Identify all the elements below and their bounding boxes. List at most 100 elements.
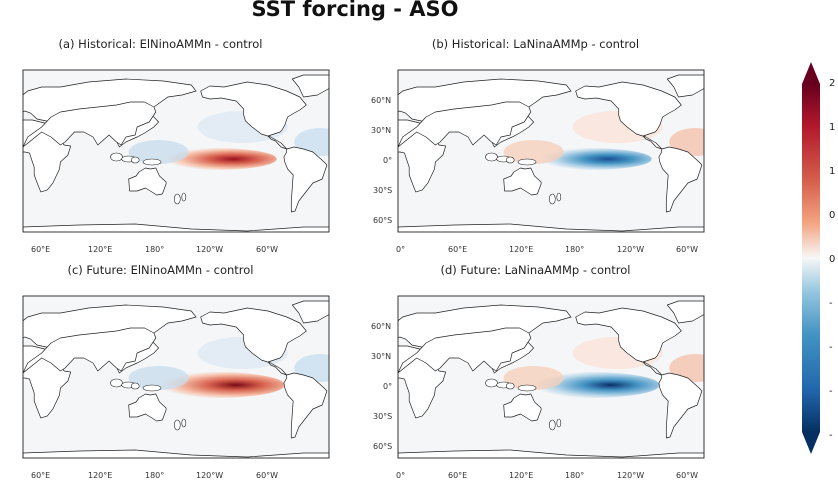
land-antarctica-edge [398,223,704,232]
colorbar-extend-max [802,62,820,84]
panel-a-map: 60°E 120°E 180° 120°W 60°W [0,69,330,254]
island-4 [173,193,181,205]
colorbar: 2 1 1 0 0 - - - - [802,62,835,454]
lon-tick-60E: 60°E [448,471,467,480]
island-3 [142,384,162,392]
island-3 [517,158,537,166]
colorbar-label-2: 1 [829,122,835,133]
lon-tick-180: 180° [565,245,584,254]
map-frame [22,69,330,233]
land-americas-south [658,372,703,439]
land-asia-east [23,101,157,148]
colorbar-gradient [802,84,820,432]
panel-a: (a) Historical: ElNinoAMMn - control 60°… [0,37,333,254]
lat-tick-60N: 60°N [371,322,391,331]
map-frame [22,295,330,459]
lon-tick-180: 180° [145,245,164,254]
land-antarctica-edge-wrap [23,452,24,458]
land-antarctica-edge-wrap [23,226,24,232]
land-greenland-wrap [0,75,4,97]
lon-tick-60W: 60°W [256,245,278,254]
colorbar-label-8: - [829,386,833,397]
lon-tick-120W: 120°W [196,245,223,254]
land-asia-east [23,327,157,374]
island-2 [130,382,140,390]
colorbar-label-5: 0 [829,254,835,265]
island-3 [517,384,537,392]
island-0 [110,378,123,388]
island-4 [173,419,181,431]
colorbar-label-7: - [829,342,833,353]
lon-tick-60E: 60°E [31,245,50,254]
figure-title: SST forcing - ASO [251,0,459,21]
map-frame [397,295,705,459]
warm-pool-anomaly-patch [128,366,189,390]
lon-tick-120W: 120°W [617,471,644,480]
colorbar-labels: 2 1 1 0 0 - - - - [829,78,835,441]
colorbar-label-4: 0 [829,210,835,221]
lat-tick-60S: 60°S [373,216,392,225]
colorbar-label-1: 2 [829,78,835,89]
panel-a-lon-ticks: 60°E 120°E 180° 120°W 60°W [31,245,278,254]
lon-tick-180: 180° [145,471,164,480]
map-frame [397,69,705,233]
land-asia-east [398,101,532,148]
lon-tick-120E: 120°E [88,245,112,254]
lat-tick-0: 0° [383,382,392,391]
land-americas-south [283,372,328,439]
land-greenland-wrap [363,301,379,323]
island-4 [548,193,556,205]
panel-c-title: (c) Future: ElNinoAMMn - control [67,263,254,277]
land-greenland [666,74,704,98]
lon-tick-0: 0° [396,245,405,254]
lon-tick-120E: 120°E [88,471,112,480]
panel-b-title: (b) Historical: LaNinaAMMp - control [431,37,640,51]
island-4 [548,419,556,431]
panel-d-map: 60°N 30°N 0° 30°S 60°S 0° 60°E 120°E 180… [363,295,705,480]
island-5 [181,418,187,428]
lon-tick-60E: 60°E [31,471,50,480]
land-australia [503,393,542,422]
colorbar-extend-min [802,432,820,454]
land-greenland-wrap [363,75,379,97]
lon-tick-60E: 60°E [448,245,467,254]
panel-d: (d) Future: LaNinaAMMp - control 60°N 30… [363,263,708,480]
land-americas-south [283,146,328,213]
lon-tick-120E: 120°E [509,471,533,480]
land-americas-north [200,81,307,150]
island-5 [181,192,187,202]
island-0 [485,152,498,162]
lat-tick-30N: 30°N [371,126,391,135]
lon-tick-120W: 120°W [196,471,223,480]
land-greenland [291,74,329,98]
panel-c: (c) Future: ElNinoAMMn - control 60°E 12… [0,263,333,480]
lon-tick-120W: 120°W [617,245,644,254]
lon-tick-120E: 120°E [509,245,533,254]
land-antarctica-edge-wrap [398,226,399,232]
land-antarctica-edge-wrap [398,452,399,458]
lat-tick-30S: 30°S [373,412,392,421]
land-asia-east [398,327,532,374]
land-australia [128,167,167,196]
lat-tick-30S: 30°S [373,186,392,195]
panel-b-map: 60°N 30°N 0° 30°S 60°S 0° 60°E 120°E 180… [363,69,705,254]
land-antarctica-edge [398,449,704,458]
panel-b-lon-ticks: 0° 60°E 120°E 180° 120°W 60°W [396,245,698,254]
warm-pool-anomaly-patch [503,366,564,390]
island-0 [485,378,498,388]
island-2 [505,156,515,164]
panel-b-lat-ticks: 60°N 30°N 0° 30°S 60°S [371,96,392,225]
panel-d-title: (d) Future: LaNinaAMMp - control [440,263,631,277]
island-5 [556,418,562,428]
panel-d-lon-ticks: 0° 60°E 120°E 180° 120°W 60°W [396,471,698,480]
lon-tick-180: 180° [565,471,584,480]
island-3 [142,158,162,166]
land-americas-north [575,81,682,150]
land-americas-south [658,146,703,213]
colorbar-label-3: 1 [829,166,835,177]
land-greenland-wrap [0,301,4,323]
panel-b: (b) Historical: LaNinaAMMp - control 60°… [363,37,708,254]
land-antarctica-edge [23,223,329,232]
panel-a-title: (a) Historical: ElNinoAMMn - control [58,37,263,51]
island-2 [505,382,515,390]
